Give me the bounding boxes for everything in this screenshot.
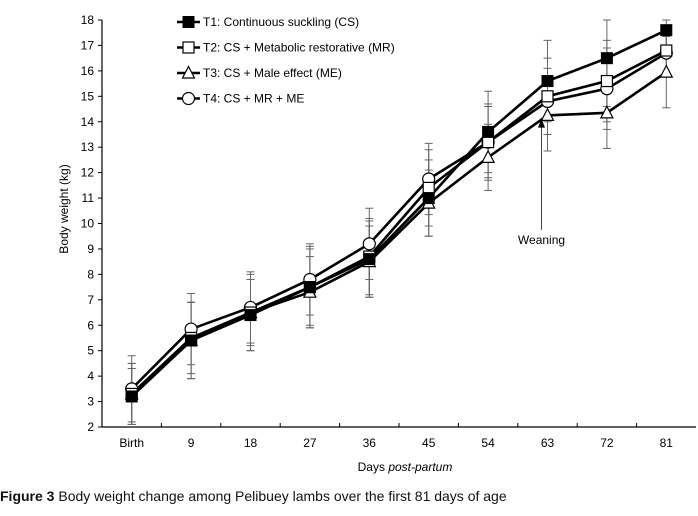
data-point-t1 [660, 24, 673, 37]
data-point-t1 [541, 75, 554, 88]
data-point-t2 [600, 74, 614, 88]
series-line-t4 [130, 51, 667, 390]
data-point-t2 [541, 90, 554, 103]
legend-marker-t2 [182, 41, 195, 54]
y-tick-label: 8 [87, 267, 94, 281]
y-tick-label: 13 [81, 140, 95, 154]
x-axis-title-prefix: Days [358, 460, 389, 474]
x-tick-label: 18 [244, 436, 258, 450]
data-point-t3 [659, 64, 674, 78]
x-tick-label: 72 [600, 436, 614, 450]
y-tick-label: 6 [87, 318, 94, 332]
data-point-t1 [600, 52, 613, 65]
x-tick-label: 54 [481, 436, 495, 450]
data-point-t2 [422, 181, 435, 194]
weaning-arrow-head [538, 118, 545, 128]
legend: T1: Continuous suckling (CS) T2: CS + Met… [177, 15, 395, 106]
y-tick-label: 17 [81, 38, 95, 52]
data-point-t1 [482, 125, 495, 138]
data-point-t1 [422, 192, 435, 205]
legend-marker-t1 [182, 16, 195, 28]
x-tick-label: 81 [660, 436, 674, 450]
x-tick-label: 9 [188, 436, 195, 450]
y-tick-label: 2 [87, 420, 94, 434]
x-tick-label: Birth [119, 436, 144, 450]
legend-label-t4: T4: CS + MR + ME [203, 92, 304, 106]
figure-caption: Figure 3 Body weight change among Pelibu… [0, 488, 507, 504]
legend-label-t3: T3: CS + Male effect (ME) [203, 66, 342, 80]
series-markers [124, 24, 674, 403]
y-tick-label: 4 [87, 369, 94, 383]
y-tick-label: 11 [82, 191, 95, 205]
y-tick-label: 9 [87, 242, 94, 256]
x-axis-title-italic: post-partum [387, 460, 452, 474]
y-tick-label: 7 [87, 293, 94, 307]
data-point-t2 [660, 44, 673, 57]
y-axis-title: Body weight (kg) [57, 164, 71, 253]
x-tick-label: 27 [303, 436, 317, 450]
y-tick-label: 15 [81, 89, 95, 103]
data-point-t1 [363, 253, 376, 266]
data-point-t1 [185, 334, 198, 347]
series-lines [130, 28, 668, 398]
y-tick-label: 3 [87, 395, 94, 409]
x-tick-label: 36 [363, 436, 377, 450]
data-point-t3 [540, 107, 555, 121]
caption-text: Body weight change among Pelibuey lambs … [54, 488, 507, 504]
y-tick-label: 12 [81, 166, 95, 180]
data-point-t1 [244, 309, 257, 322]
legend-marker-t3 [181, 65, 196, 79]
weaning-label: Weaning [518, 233, 565, 247]
data-point-t2 [482, 136, 495, 149]
series-line-t3 [130, 71, 668, 395]
y-tick-label: 18 [81, 13, 95, 27]
x-tick-label: 63 [541, 436, 555, 450]
legend-label-t2: T2: CS + Metabolic restorative (MR) [203, 41, 395, 55]
legend-label-t1: T1: Continuous suckling (CS) [203, 15, 359, 29]
x-tick-label: 45 [422, 436, 436, 450]
data-point-t1 [303, 281, 316, 294]
weaning-annotation: Weaning [518, 118, 565, 247]
y-tick-label: 14 [81, 115, 95, 129]
data-point-t3 [481, 149, 496, 163]
x-axis-title: Days post-partum [358, 460, 453, 474]
data-point-t1 [125, 390, 138, 403]
legend-marker-t4 [181, 91, 196, 106]
y-tick-label: 16 [81, 64, 95, 78]
data-point-t3 [599, 105, 614, 119]
figure-label: Figure 3 [0, 488, 55, 504]
y-tick-label: 10 [81, 217, 95, 231]
data-point-t4 [362, 237, 376, 251]
y-tick-label: 5 [87, 344, 94, 358]
